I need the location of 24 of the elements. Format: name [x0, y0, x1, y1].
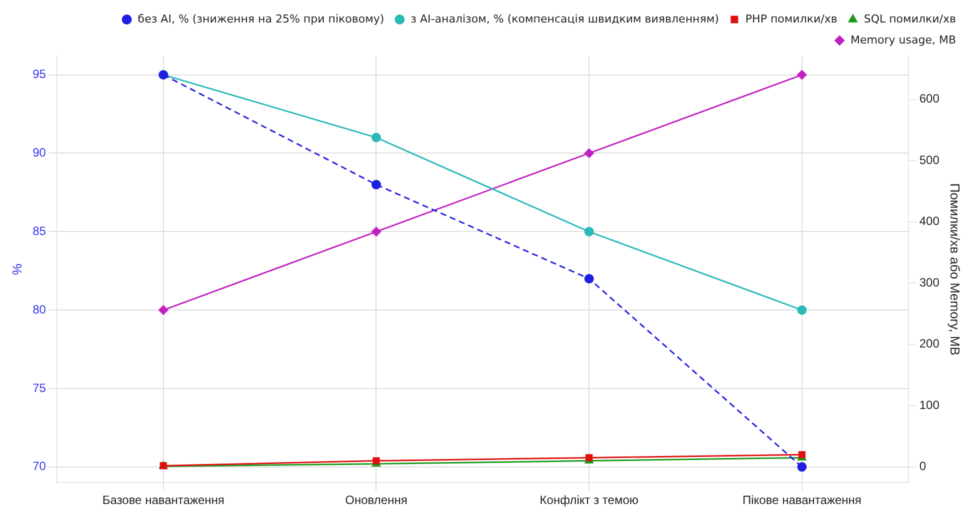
x-tick-label: Оновлення [345, 493, 408, 508]
y-tick-label: 80 [32, 302, 46, 316]
x-tick-label: Базове навантаження [102, 493, 224, 508]
y2-axis-title: Помилки/хв або Memory, MB [948, 183, 963, 356]
y-tick-label: 90 [32, 146, 46, 160]
y2-tick-label: 200 [919, 336, 940, 351]
y-tick-label: 75 [32, 380, 46, 395]
legend-label: Memory usage, MB [850, 33, 956, 46]
y-tick-label: 85 [32, 224, 46, 238]
y2-tick-label: 400 [919, 214, 940, 228]
legend-label: без AI, % (зниження на 25% при піковому) [138, 12, 384, 26]
y2-tick-label: 0 [919, 459, 926, 474]
x-tick-label: Пікове навантаження [742, 493, 862, 508]
y2-tick-label: 600 [919, 92, 940, 106]
y2-tick-label: 300 [919, 275, 940, 290]
y2-tick-label: 100 [919, 398, 940, 412]
y2-tick-label: 500 [919, 152, 940, 167]
x-tick-label: Конфлікт з темою [540, 493, 638, 508]
legend-label: SQL помилки/хв [864, 12, 956, 26]
y-axis-title: % [9, 263, 24, 276]
legend-label: PHP помилки/хв [745, 12, 838, 26]
legend-label: з AI-аналізом, % (компенсація швидким виявленням) [410, 12, 719, 26]
y-tick-label: 95 [32, 67, 46, 82]
y-tick-label: 70 [32, 459, 46, 474]
